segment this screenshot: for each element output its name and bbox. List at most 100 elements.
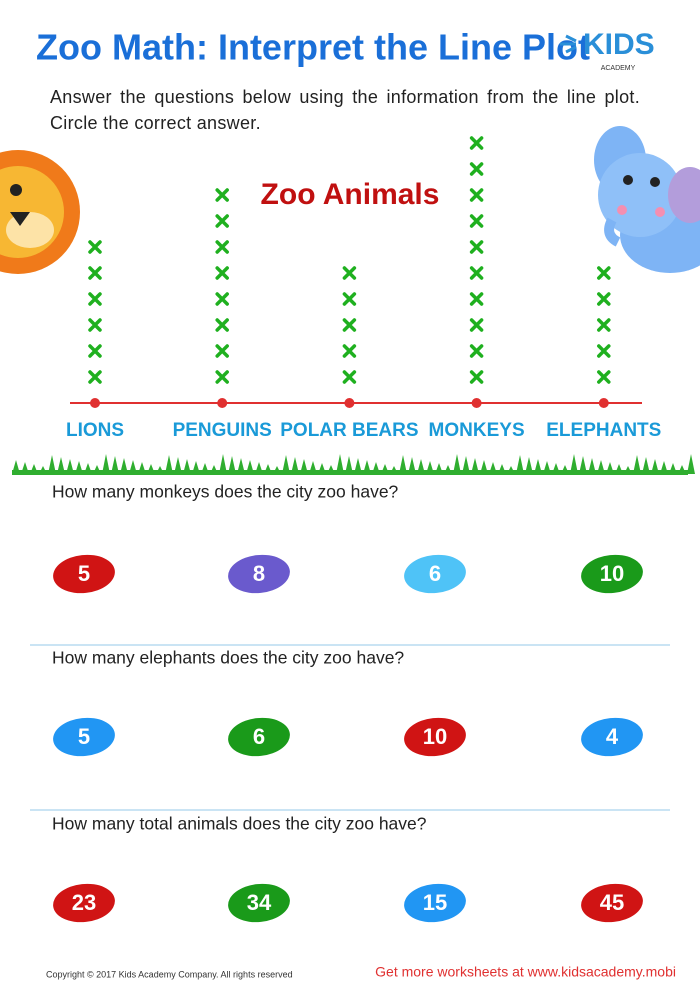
x-mark — [215, 240, 229, 254]
axis-point — [217, 398, 228, 408]
x-mark — [597, 266, 611, 280]
answer-label: 23 — [72, 890, 96, 915]
x-mark — [597, 318, 611, 332]
x-mark — [88, 318, 102, 332]
x-mark — [469, 318, 484, 332]
x-mark — [469, 344, 484, 358]
answer-oval — [581, 554, 643, 594]
chart-title: Zoo Animals — [261, 178, 440, 211]
page-title: Zoo Math: Interpret the Line Plot — [36, 27, 590, 68]
logo-subtext: ACADEMY — [601, 65, 636, 72]
answer-oval — [404, 883, 466, 923]
x-mark — [597, 292, 611, 306]
answer-option[interactable]: 6 — [402, 552, 468, 596]
answer-label: 34 — [247, 890, 272, 915]
dot-stack — [342, 266, 357, 384]
answer-label: 8 — [253, 561, 265, 586]
answer-oval — [404, 554, 466, 594]
answer-oval — [53, 554, 115, 594]
answer-oval — [404, 717, 466, 757]
answer-label: 6 — [253, 724, 265, 749]
answer-label: 45 — [600, 890, 624, 915]
answer-option[interactable]: 8 — [226, 552, 292, 596]
x-mark — [342, 292, 357, 306]
answer-option[interactable]: 10 — [579, 552, 645, 596]
x-mark — [469, 136, 484, 150]
answer-label: 6 — [429, 561, 441, 586]
category-label: POLAR BEARS — [280, 420, 418, 441]
axis-point — [598, 398, 609, 408]
answer-option[interactable]: 6 — [226, 715, 292, 759]
answer-oval — [53, 717, 115, 757]
answer-oval — [228, 883, 290, 923]
answer-option[interactable]: 5 — [51, 552, 117, 596]
x-mark — [215, 370, 229, 384]
question: How many elephants does the city zoo hav… — [52, 648, 404, 668]
lion-illustration — [0, 150, 80, 274]
x-mark — [597, 344, 611, 358]
grass-base — [12, 470, 688, 475]
axis-point — [90, 398, 100, 408]
dot-stack — [88, 240, 102, 384]
x-mark — [342, 344, 357, 358]
x-mark — [88, 266, 102, 280]
x-mark — [469, 292, 484, 306]
answer-option[interactable]: 34 — [226, 881, 292, 925]
axis-point — [471, 398, 482, 408]
x-mark — [215, 214, 229, 228]
answer-label: 10 — [600, 561, 624, 586]
x-mark — [88, 240, 102, 254]
x-mark — [597, 370, 611, 384]
dot-stack — [215, 188, 229, 384]
question: How many total animals does the city zoo… — [52, 814, 427, 834]
answer-option[interactable]: 5 — [51, 715, 117, 759]
x-mark — [215, 318, 229, 332]
answer-oval — [581, 883, 643, 923]
answer-oval — [581, 717, 643, 757]
x-mark — [342, 370, 357, 384]
copyright: Copyright © 2017 Kids Academy Company. A… — [46, 969, 293, 979]
answer-label: 5 — [78, 724, 90, 749]
category-label: PENGUINS — [173, 420, 272, 441]
category-label: LIONS — [66, 420, 124, 441]
logo: KIDS ACADEMY — [560, 28, 655, 72]
dot-stack — [597, 266, 611, 384]
category-label: ELEPHANTS — [546, 420, 661, 441]
instructions-box: Answer the questions below using the inf… — [50, 87, 640, 133]
answer-option[interactable]: 15 — [402, 881, 468, 925]
grass — [12, 454, 695, 475]
x-mark — [88, 370, 102, 384]
answer-oval — [53, 883, 115, 923]
answer-option[interactable]: 4 — [579, 715, 645, 759]
question: How many monkeys does the city zoo have? — [52, 482, 399, 502]
x-mark — [88, 344, 102, 358]
answer-option[interactable]: 45 — [579, 881, 645, 925]
category-label: MONKEYS — [429, 420, 525, 441]
x-mark — [215, 292, 229, 306]
logo-icon — [560, 34, 577, 54]
x-mark — [88, 292, 102, 306]
x-mark — [342, 318, 357, 332]
x-mark — [469, 188, 484, 202]
x-mark — [469, 240, 484, 254]
x-mark — [215, 188, 229, 202]
footer-link: Get more worksheets at www.kidsacademy.m… — [375, 964, 676, 980]
x-mark — [469, 162, 484, 176]
x-mark — [469, 370, 484, 384]
dot-stack — [469, 136, 484, 384]
answer-option[interactable]: 23 — [51, 881, 117, 925]
answer-label: 15 — [423, 890, 447, 915]
elephant-illustration — [594, 126, 700, 273]
answer-oval — [228, 554, 290, 594]
x-mark — [215, 344, 229, 358]
x-mark — [469, 214, 484, 228]
answer-label: 5 — [78, 561, 90, 586]
logo-text: KIDS — [583, 28, 655, 61]
axis-point — [344, 398, 355, 408]
instructions: Answer the questions below using the inf… — [50, 87, 640, 133]
answer-label: 4 — [606, 724, 619, 749]
answer-label: 10 — [423, 724, 447, 749]
answer-option[interactable]: 10 — [402, 715, 468, 759]
x-mark — [342, 266, 357, 280]
